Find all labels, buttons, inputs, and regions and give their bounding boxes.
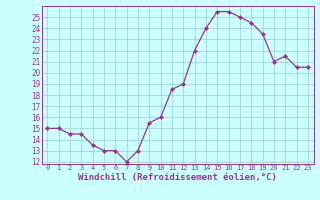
X-axis label: Windchill (Refroidissement éolien,°C): Windchill (Refroidissement éolien,°C) — [78, 173, 277, 182]
